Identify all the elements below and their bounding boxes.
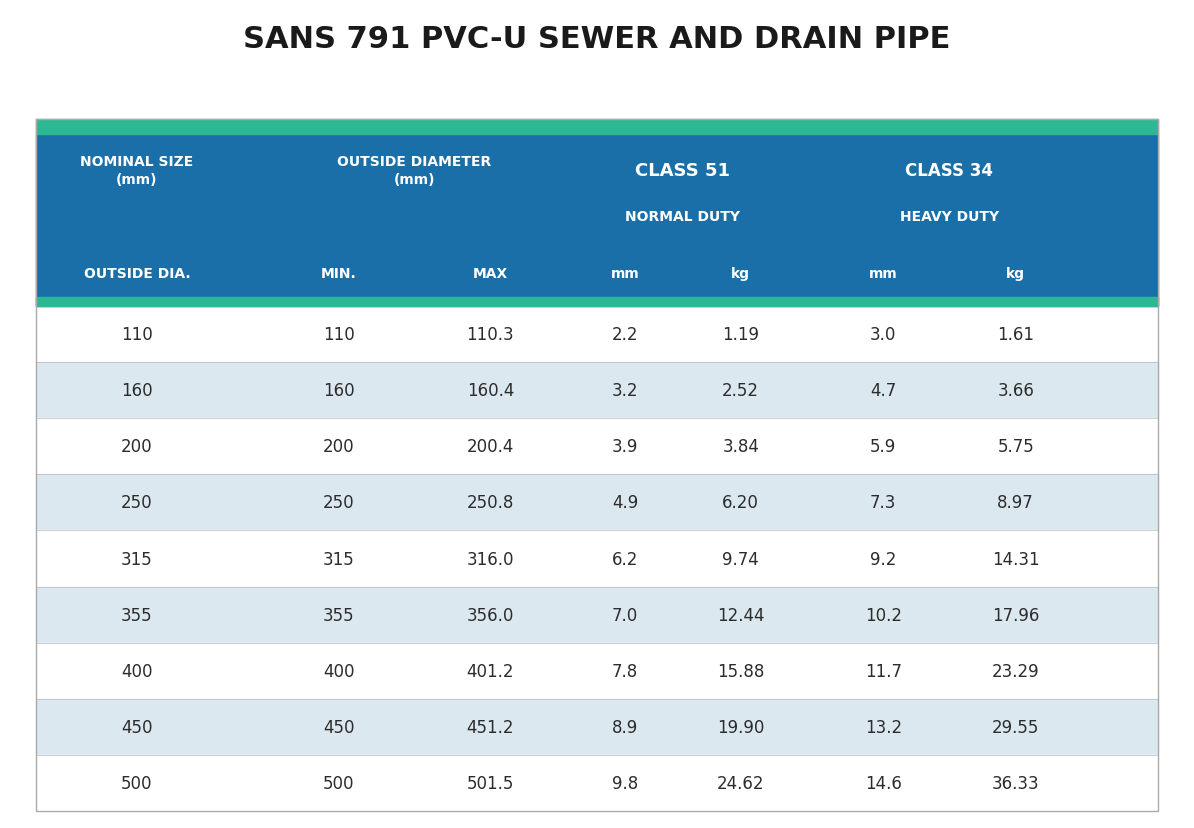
Text: 200.4: 200.4 — [467, 438, 515, 455]
Text: 14.6: 14.6 — [864, 774, 901, 792]
Text: 6.2: 6.2 — [611, 550, 639, 568]
Text: HEAVY DUTY: HEAVY DUTY — [900, 209, 999, 224]
Text: 17.96: 17.96 — [992, 606, 1039, 624]
Text: 315: 315 — [121, 550, 153, 568]
Text: kg: kg — [1007, 267, 1026, 281]
Text: 501.5: 501.5 — [467, 774, 515, 792]
Bar — [36, 135, 1158, 306]
Bar — [36, 531, 1158, 587]
Text: 7.8: 7.8 — [613, 662, 638, 680]
Text: 8.97: 8.97 — [997, 493, 1034, 512]
Text: 9.2: 9.2 — [870, 550, 897, 568]
Text: MIN.: MIN. — [321, 267, 357, 281]
Text: MAX: MAX — [473, 267, 507, 281]
Bar — [36, 120, 1158, 811]
Text: 250: 250 — [324, 493, 355, 512]
Bar — [36, 755, 1158, 811]
Text: SANS 791 PVC-U SEWER AND DRAIN PIPE: SANS 791 PVC-U SEWER AND DRAIN PIPE — [244, 25, 950, 54]
Text: 9.8: 9.8 — [613, 774, 638, 792]
Text: 250.8: 250.8 — [467, 493, 515, 512]
Bar — [36, 306, 1158, 363]
Bar — [36, 419, 1158, 474]
Text: 160.4: 160.4 — [467, 382, 515, 400]
Bar — [36, 699, 1158, 755]
Text: 5.75: 5.75 — [997, 438, 1034, 455]
Text: 7.3: 7.3 — [870, 493, 897, 512]
Text: 10.2: 10.2 — [864, 606, 901, 624]
Text: 13.2: 13.2 — [864, 718, 901, 736]
Text: 14.31: 14.31 — [992, 550, 1040, 568]
Text: 450: 450 — [121, 718, 153, 736]
Text: 200: 200 — [324, 438, 355, 455]
Text: 1.61: 1.61 — [997, 325, 1034, 344]
Text: NORMAL DUTY: NORMAL DUTY — [626, 209, 740, 224]
Text: 3.0: 3.0 — [870, 325, 897, 344]
Bar — [36, 120, 1158, 135]
Text: mm: mm — [610, 267, 640, 281]
Bar — [36, 587, 1158, 643]
Text: NOMINAL SIZE
(mm): NOMINAL SIZE (mm) — [80, 155, 193, 186]
Text: 2.2: 2.2 — [611, 325, 639, 344]
Text: 400: 400 — [121, 662, 153, 680]
Text: 500: 500 — [121, 774, 153, 792]
Bar — [36, 363, 1158, 419]
Text: 3.9: 3.9 — [611, 438, 639, 455]
Text: OUTSIDE DIA.: OUTSIDE DIA. — [84, 267, 190, 281]
Text: OUTSIDE DIAMETER
(mm): OUTSIDE DIAMETER (mm) — [338, 155, 492, 186]
Text: 4.9: 4.9 — [613, 493, 638, 512]
Text: 29.55: 29.55 — [992, 718, 1039, 736]
Text: 316.0: 316.0 — [467, 550, 515, 568]
Text: 8.9: 8.9 — [613, 718, 638, 736]
Text: 451.2: 451.2 — [467, 718, 515, 736]
Text: 160: 160 — [121, 382, 153, 400]
Text: 9.74: 9.74 — [722, 550, 759, 568]
Text: 250: 250 — [121, 493, 153, 512]
Text: 315: 315 — [324, 550, 355, 568]
Text: 356.0: 356.0 — [467, 606, 515, 624]
Text: mm: mm — [869, 267, 898, 281]
Text: 5.9: 5.9 — [870, 438, 897, 455]
Text: 15.88: 15.88 — [716, 662, 764, 680]
Text: 1.19: 1.19 — [722, 325, 759, 344]
Text: 401.2: 401.2 — [467, 662, 515, 680]
Text: 24.62: 24.62 — [716, 774, 764, 792]
Bar — [36, 474, 1158, 531]
Text: 110: 110 — [324, 325, 355, 344]
Bar — [36, 298, 1158, 306]
Bar — [36, 643, 1158, 699]
Text: 3.2: 3.2 — [611, 382, 639, 400]
Text: 12.44: 12.44 — [716, 606, 764, 624]
Text: 500: 500 — [324, 774, 355, 792]
Text: 110.3: 110.3 — [467, 325, 515, 344]
Text: 23.29: 23.29 — [992, 662, 1040, 680]
Text: 7.0: 7.0 — [613, 606, 638, 624]
Text: 3.84: 3.84 — [722, 438, 759, 455]
Text: 160: 160 — [324, 382, 355, 400]
Text: 11.7: 11.7 — [864, 662, 901, 680]
Text: 19.90: 19.90 — [716, 718, 764, 736]
Text: 6.20: 6.20 — [722, 493, 759, 512]
Text: 450: 450 — [324, 718, 355, 736]
Text: 355: 355 — [121, 606, 153, 624]
Text: 200: 200 — [121, 438, 153, 455]
Text: 355: 355 — [324, 606, 355, 624]
Text: CLASS 51: CLASS 51 — [635, 161, 731, 180]
Text: 110: 110 — [121, 325, 153, 344]
Text: CLASS 34: CLASS 34 — [905, 161, 993, 180]
Text: 3.66: 3.66 — [997, 382, 1034, 400]
Text: 4.7: 4.7 — [870, 382, 897, 400]
Text: 2.52: 2.52 — [722, 382, 759, 400]
Text: 36.33: 36.33 — [992, 774, 1040, 792]
Text: kg: kg — [731, 267, 750, 281]
Text: 400: 400 — [324, 662, 355, 680]
